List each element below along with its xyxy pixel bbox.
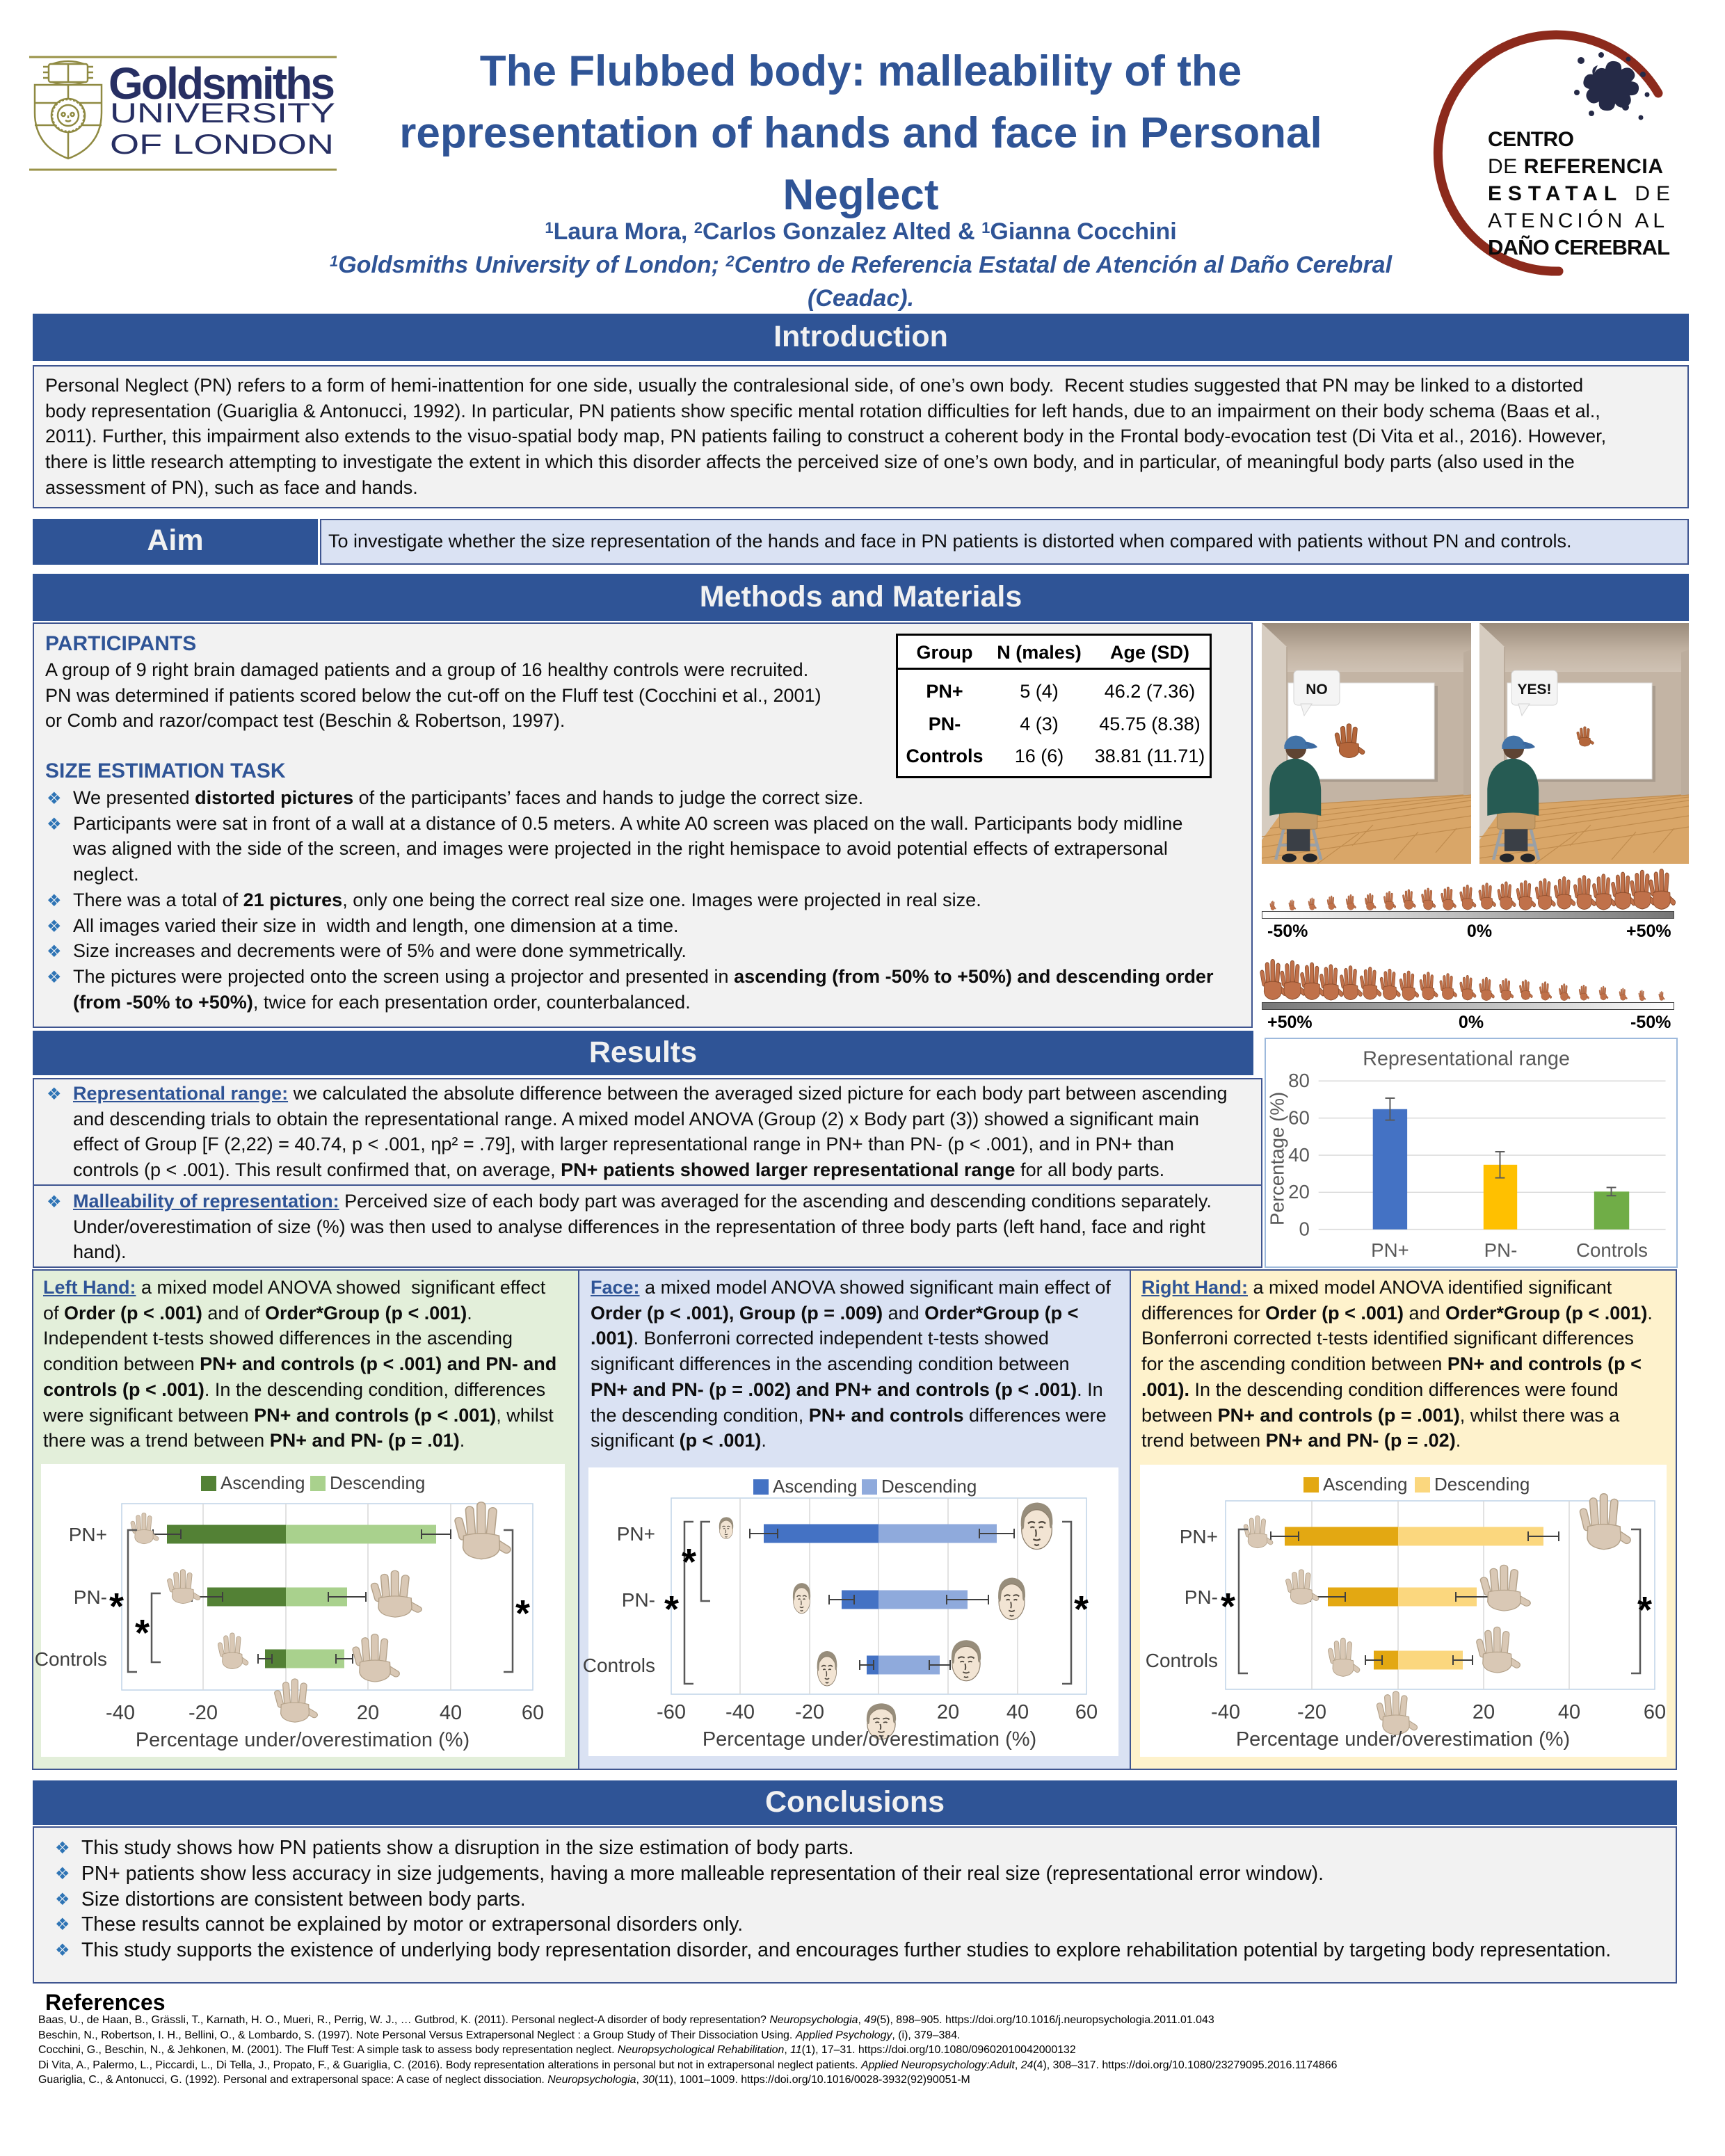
svg-text:*: * <box>515 1593 530 1634</box>
svg-text:YES!: YES! <box>1517 682 1551 698</box>
svg-text:40: 40 <box>1558 1701 1580 1723</box>
svg-text:PN+: PN+ <box>1180 1526 1218 1547</box>
svg-text:DAÑO CEREBRAL: DAÑO CEREBRAL <box>1488 235 1670 259</box>
svg-text:40: 40 <box>440 1702 462 1724</box>
svg-text:Ascending: Ascending <box>220 1472 305 1493</box>
svg-text:Descending: Descending <box>330 1472 425 1493</box>
svg-text:-20: -20 <box>795 1701 824 1723</box>
svg-text:*: * <box>682 1541 696 1583</box>
svg-text:Ascending: Ascending <box>773 1476 857 1497</box>
svg-text:PN+: PN+ <box>1371 1239 1409 1261</box>
svg-text:Descending: Descending <box>881 1476 977 1497</box>
svg-text:CENTRO: CENTRO <box>1488 128 1574 151</box>
svg-text:Controls: Controls <box>583 1655 655 1676</box>
svg-text:20: 20 <box>1288 1181 1310 1202</box>
svg-text:-40: -40 <box>725 1701 755 1723</box>
svg-text:Percentage under/overestimatio: Percentage under/overestimation (%) <box>703 1728 1036 1751</box>
svg-text:*: * <box>135 1612 150 1654</box>
svg-text:PN+: PN+ <box>617 1523 655 1545</box>
svg-text:PN-: PN- <box>74 1586 107 1608</box>
svg-text:*: * <box>1221 1586 1235 1627</box>
svg-text:60: 60 <box>1644 1701 1666 1723</box>
svg-text:Percentage under/overestimatio: Percentage under/overestimation (%) <box>136 1729 470 1751</box>
svg-text:ESTATAL DE: ESTATAL DE <box>1488 182 1670 205</box>
svg-text:NO: NO <box>1306 682 1328 698</box>
svg-text:PN-: PN- <box>1185 1586 1218 1608</box>
svg-text:20: 20 <box>937 1701 959 1723</box>
svg-text:Controls: Controls <box>1576 1239 1648 1261</box>
svg-text:0: 0 <box>1299 1218 1309 1240</box>
svg-text:PN+: PN+ <box>69 1524 107 1545</box>
svg-text:Percentage (%): Percentage (%) <box>1266 1092 1287 1225</box>
svg-text:-60: -60 <box>657 1701 686 1723</box>
svg-text:-20: -20 <box>1297 1701 1326 1723</box>
svg-text:OF LONDON: OF LONDON <box>110 129 334 160</box>
svg-text:Goldsmiths: Goldsmiths <box>109 58 335 108</box>
svg-text:PN-: PN- <box>622 1589 655 1611</box>
svg-text:Percentage under/overestimatio: Percentage under/overestimation (%) <box>1236 1728 1570 1751</box>
svg-text:80: 80 <box>1288 1070 1310 1091</box>
svg-text:UNIVERSITY: UNIVERSITY <box>110 98 335 129</box>
svg-text:ATENCIÓN AL: ATENCIÓN AL <box>1488 209 1664 232</box>
svg-text:-20: -20 <box>188 1702 218 1724</box>
svg-text:60: 60 <box>1075 1701 1098 1723</box>
svg-text:PN-: PN- <box>1484 1239 1518 1261</box>
svg-text:-40: -40 <box>1211 1701 1240 1723</box>
svg-text:*: * <box>1637 1589 1652 1631</box>
svg-text:Ascending: Ascending <box>1323 1474 1407 1495</box>
svg-text:20: 20 <box>357 1702 379 1724</box>
svg-text:60: 60 <box>1288 1107 1310 1129</box>
svg-text:DE REFERENCIA: DE REFERENCIA <box>1488 155 1663 178</box>
svg-text:*: * <box>109 1586 124 1627</box>
svg-text:Representational range: Representational range <box>1363 1048 1570 1070</box>
svg-text:*: * <box>1074 1588 1089 1630</box>
svg-text:Controls: Controls <box>35 1648 107 1670</box>
svg-text:20: 20 <box>1473 1701 1495 1723</box>
svg-text:40: 40 <box>1288 1144 1310 1166</box>
svg-text:Controls: Controls <box>1146 1650 1218 1671</box>
svg-text:Descending: Descending <box>1434 1474 1530 1495</box>
svg-text:60: 60 <box>522 1702 544 1724</box>
svg-text:*: * <box>664 1588 679 1630</box>
svg-text:-40: -40 <box>106 1702 135 1724</box>
svg-text:40: 40 <box>1006 1701 1029 1723</box>
